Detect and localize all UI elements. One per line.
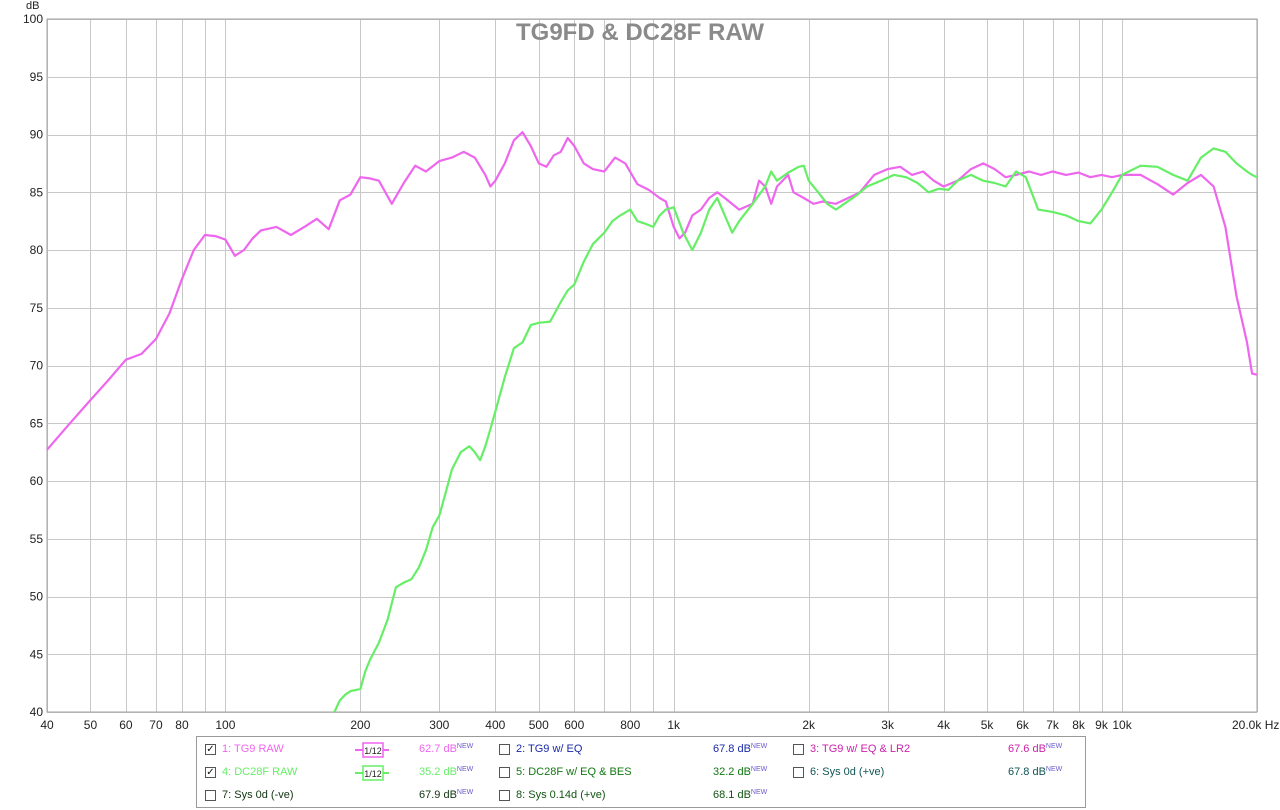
legend-label: 2: TG9 w/ EQ — [516, 743, 583, 755]
x-tick-label: 10k — [1112, 718, 1132, 732]
legend-label: 1: TG9 RAW — [222, 743, 284, 755]
frequency-response-chart: 40 45 50 55 60 65 70 75 80 85 90 95 100 40 50 60 70 80 10… — [23, 0, 1279, 732]
y-tick-label: 100 — [23, 12, 43, 26]
x-tick-label: 50 — [84, 718, 98, 732]
x-tick-label: 500 — [529, 718, 549, 732]
new-badge: NEW — [456, 789, 474, 796]
legend-checkbox[interactable] — [499, 744, 510, 755]
legend-checkbox[interactable]: ✓ — [205, 767, 216, 778]
legend-label: 8: Sys 0.14d (+ve) — [516, 789, 606, 801]
legend-checkbox[interactable] — [499, 790, 510, 801]
x-tick-label: 70 — [149, 718, 163, 732]
x-tick-label: 300 — [429, 718, 449, 732]
smoothing-indicator[interactable]: 1/12 — [355, 764, 389, 782]
y-tick-label: 90 — [30, 128, 44, 142]
x-tick-label: 40 — [40, 718, 54, 732]
legend-value-text: 62.7 dB — [419, 743, 457, 755]
x-tick-label: 1k — [667, 718, 681, 732]
legend-checkbox[interactable] — [499, 767, 510, 778]
legend-value: 68.1 dBNEW — [713, 789, 767, 801]
x-tick-label: 80 — [175, 718, 189, 732]
y-axis-label: dB — [26, 0, 39, 12]
legend-checkbox[interactable] — [793, 744, 804, 755]
x-tick-label: 8k — [1072, 718, 1086, 732]
new-badge: NEW — [1045, 766, 1063, 773]
smoothing-indicator[interactable]: 1/12 — [355, 741, 389, 759]
smoothing-label: 1/12 — [364, 769, 382, 779]
y-tick-label: 40 — [30, 705, 44, 719]
x-tick-label: 5k — [981, 718, 995, 732]
new-badge: NEW — [456, 743, 474, 750]
legend-label: 5: DC28F w/ EQ & BES — [516, 766, 632, 778]
x-tick-label: 7k — [1046, 718, 1060, 732]
y-tick-labels: 40 45 50 55 60 65 70 75 80 85 90 95 100 — [23, 12, 43, 719]
x-tick-labels: 40 50 60 70 80 100 200 300 400 500 600 800 1k 2k 3k 4k 5… — [40, 718, 1279, 732]
legend-value: 62.7 dBNEW — [419, 743, 473, 755]
x-tick-label: 60 — [119, 718, 133, 732]
y-tick-label: 45 — [30, 647, 44, 661]
legend-label: 3: TG9 w/ EQ & LR2 — [810, 743, 911, 755]
y-tick-label: 95 — [30, 70, 44, 84]
legend-value-text: 35.2 dB — [419, 766, 457, 778]
x-tick-label: 400 — [485, 718, 505, 732]
legend-value-text: 67.6 dB — [1008, 743, 1046, 755]
legend-checkbox[interactable] — [205, 790, 216, 801]
new-badge: NEW — [456, 766, 474, 773]
smoothing-label: 1/12 — [364, 746, 382, 756]
y-tick-label: 60 — [30, 474, 44, 488]
legend-value-text: 32.2 dB — [713, 766, 751, 778]
series-lines — [46, 131, 1258, 713]
series-line-1 — [46, 131, 1258, 451]
x-tick-label: 100 — [215, 718, 235, 732]
y-tick-label: 55 — [30, 532, 44, 546]
x-tick-label: 4k — [937, 718, 951, 732]
legend-value-text: 68.1 dB — [713, 789, 751, 801]
y-tick-label: 50 — [30, 590, 44, 604]
new-badge: NEW — [750, 743, 768, 750]
legend-value: 67.8 dBNEW — [713, 743, 767, 755]
y-tick-label: 75 — [30, 301, 44, 315]
x-tick-label: 800 — [620, 718, 640, 732]
legend: ✓ 1: TG9 RAW 1/12 62.7 dBNEW 2: TG9 w/ EQ 67.… — [196, 736, 1086, 808]
new-badge: NEW — [1045, 743, 1063, 750]
y-tick-label: 70 — [30, 359, 44, 373]
legend-value-text: 67.8 dB — [713, 743, 751, 755]
legend-value: 67.6 dBNEW — [1008, 743, 1062, 755]
x-tick-label: 3k — [881, 718, 895, 732]
x-tick-label: 6k — [1016, 718, 1030, 732]
y-tick-label: 65 — [30, 416, 44, 430]
x-tick-label: 20.0k Hz — [1232, 718, 1279, 732]
legend-value-text: 67.9 dB — [419, 789, 457, 801]
y-tick-label: 85 — [30, 185, 44, 199]
legend-checkbox[interactable] — [793, 767, 804, 778]
legend-checkbox[interactable]: ✓ — [205, 744, 216, 755]
y-tick-label: 80 — [30, 243, 44, 257]
x-tick-label: 2k — [802, 718, 816, 732]
series-line-2 — [333, 147, 1258, 713]
legend-value-text: 67.8 dB — [1008, 766, 1046, 778]
legend-label: 6: Sys 0d (+ve) — [810, 766, 885, 778]
legend-value: 67.8 dBNEW — [1008, 766, 1062, 778]
new-badge: NEW — [750, 789, 768, 796]
chart-title: TG9FD & DC28F RAW — [516, 19, 764, 46]
x-tick-label: 9k — [1095, 718, 1109, 732]
new-badge: NEW — [750, 766, 768, 773]
legend-value: 32.2 dBNEW — [713, 766, 767, 778]
grid — [47, 19, 1258, 713]
x-tick-label: 600 — [564, 718, 584, 732]
plot-frame — [46, 18, 1258, 713]
x-tick-label: 200 — [350, 718, 370, 732]
legend-label: 4: DC28F RAW — [222, 766, 298, 778]
legend-value: 35.2 dBNEW — [419, 766, 473, 778]
legend-value: 67.9 dBNEW — [419, 789, 473, 801]
legend-label: 7: Sys 0d (-ve) — [222, 789, 294, 801]
